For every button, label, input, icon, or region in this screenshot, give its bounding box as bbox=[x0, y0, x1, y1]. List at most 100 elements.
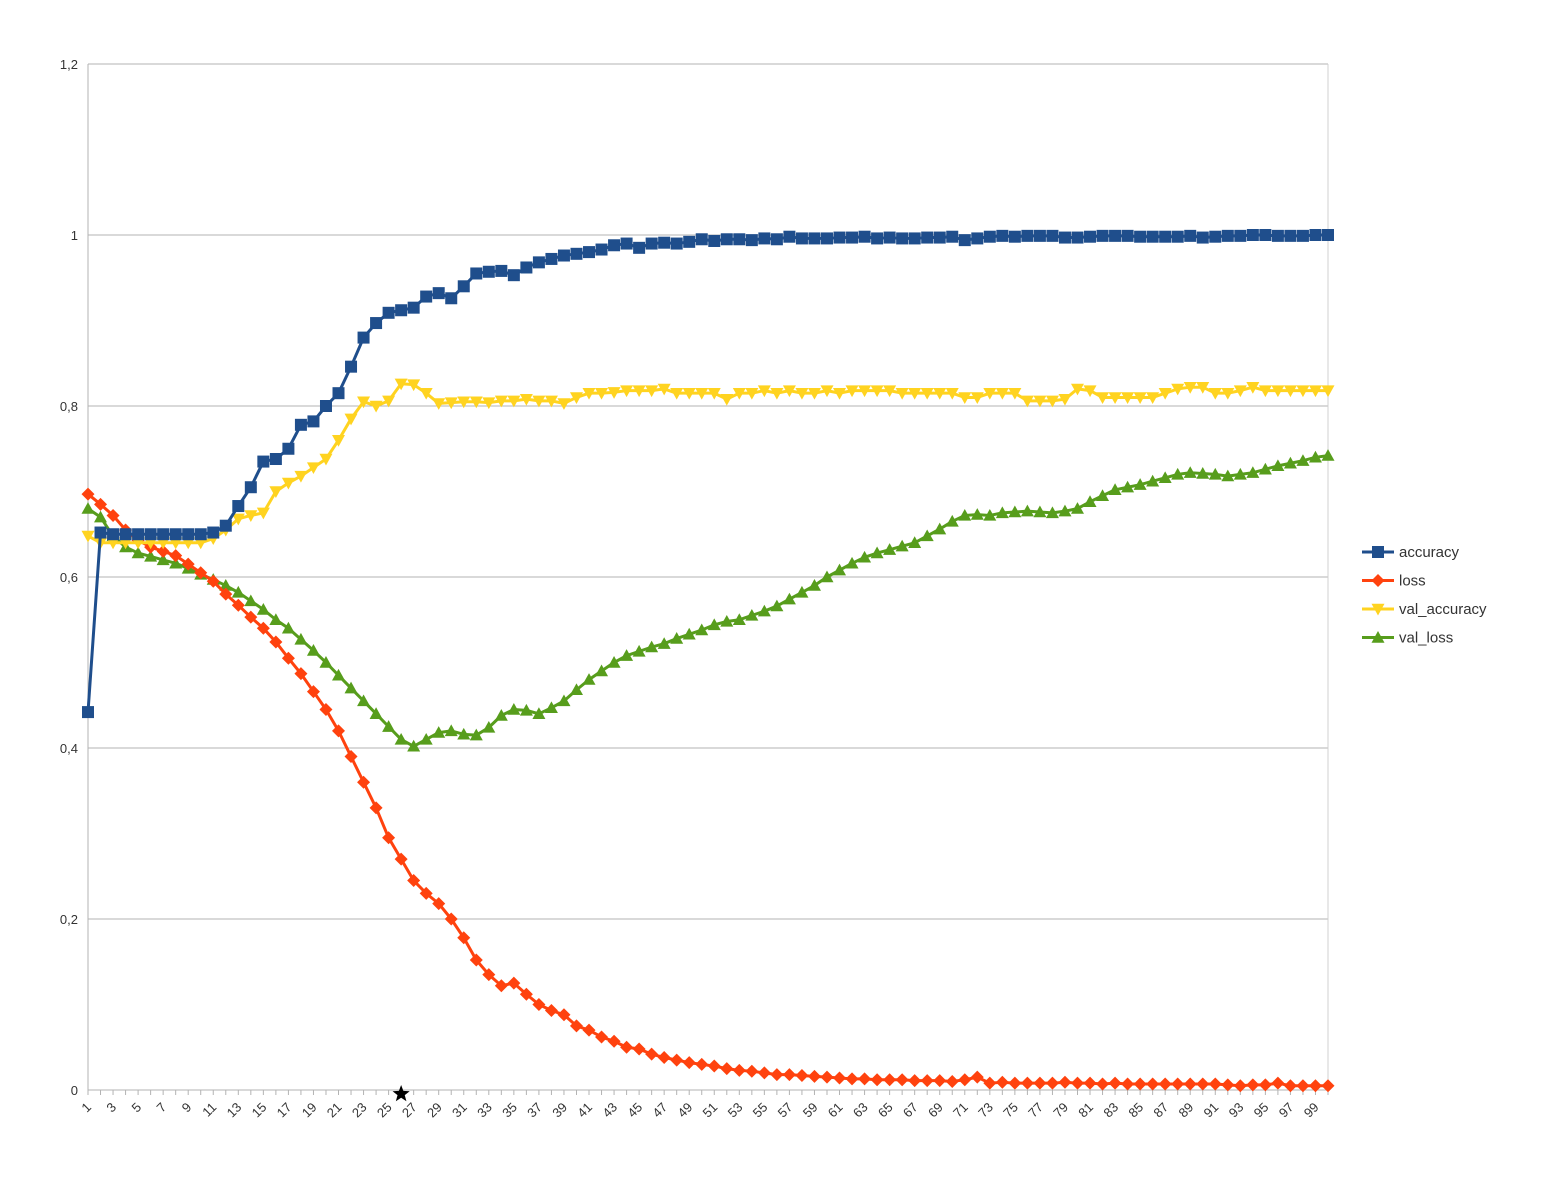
data-point-loss bbox=[206, 574, 220, 588]
data-point-accuracy bbox=[1071, 231, 1084, 244]
x-tick-label: 31 bbox=[449, 1100, 470, 1121]
x-tick-label: 17 bbox=[274, 1100, 295, 1121]
data-point-val-loss bbox=[519, 703, 533, 716]
data-point-val-accuracy bbox=[833, 387, 847, 400]
data-point-val-loss bbox=[1308, 450, 1322, 463]
x-tick-label: 19 bbox=[299, 1100, 320, 1121]
data-point-val-accuracy bbox=[269, 486, 283, 498]
data-point-loss bbox=[858, 1072, 872, 1086]
data-point-val-accuracy bbox=[407, 379, 421, 392]
data-point-val-accuracy bbox=[720, 393, 734, 406]
y-tick-label: 0,8 bbox=[60, 399, 78, 414]
data-point-loss bbox=[707, 1059, 721, 1073]
data-point-loss bbox=[1296, 1079, 1310, 1093]
data-point-val-loss bbox=[1271, 459, 1285, 472]
x-tick-label: 65 bbox=[875, 1100, 896, 1121]
data-point-val-loss bbox=[457, 727, 471, 740]
data-point-val-accuracy bbox=[357, 396, 371, 409]
x-tick-label: 21 bbox=[324, 1100, 345, 1121]
x-tick-label: 1 bbox=[78, 1100, 94, 1116]
data-point-val-accuracy bbox=[795, 387, 809, 400]
data-point-val-loss bbox=[344, 681, 358, 694]
data-point-val-accuracy bbox=[582, 387, 596, 400]
data-point-val-accuracy bbox=[1171, 383, 1185, 396]
data-point-val-loss bbox=[595, 664, 609, 677]
data-point-val-accuracy bbox=[632, 385, 646, 398]
data-point-accuracy bbox=[1209, 230, 1222, 243]
data-point-loss bbox=[244, 610, 258, 624]
data-point-loss bbox=[494, 979, 508, 993]
data-point-val-accuracy bbox=[181, 537, 195, 550]
data-point-val-loss bbox=[306, 644, 320, 656]
data-point-accuracy bbox=[294, 418, 307, 431]
x-tick-label: 73 bbox=[975, 1100, 996, 1121]
data-point-val-loss bbox=[983, 508, 997, 521]
x-tick-label: 55 bbox=[750, 1100, 771, 1121]
x-tick-label: 93 bbox=[1226, 1100, 1247, 1121]
data-point-val-accuracy bbox=[1146, 392, 1160, 404]
x-tick-label: 41 bbox=[574, 1100, 595, 1121]
data-point-val-accuracy bbox=[394, 378, 408, 391]
data-point-val-accuracy bbox=[1058, 393, 1072, 406]
data-point-loss bbox=[908, 1074, 922, 1088]
data-point-val-accuracy bbox=[119, 537, 133, 550]
data-point-loss bbox=[833, 1071, 847, 1085]
data-point-accuracy bbox=[144, 528, 157, 541]
data-point-accuracy bbox=[94, 526, 107, 539]
data-point-val-loss bbox=[757, 604, 771, 617]
data-point-accuracy bbox=[370, 317, 383, 330]
data-point-accuracy bbox=[633, 241, 646, 254]
data-point-val-loss bbox=[833, 563, 847, 576]
data-point-val-accuracy bbox=[707, 387, 721, 400]
data-point-val-accuracy bbox=[970, 392, 984, 404]
data-point-loss bbox=[1208, 1077, 1222, 1091]
data-point-val-loss bbox=[1008, 505, 1022, 518]
data-point-accuracy bbox=[1058, 231, 1071, 244]
data-point-val-loss bbox=[782, 592, 796, 605]
data-point-loss bbox=[1146, 1077, 1160, 1091]
x-tick-label: 47 bbox=[649, 1100, 670, 1121]
data-point-val-accuracy bbox=[933, 387, 947, 400]
data-point-accuracy bbox=[407, 301, 420, 314]
data-point-val-accuracy bbox=[1121, 392, 1135, 404]
data-point-val-accuracy bbox=[332, 435, 346, 447]
data-point-val-loss bbox=[1146, 474, 1160, 487]
data-point-val-loss bbox=[281, 621, 295, 634]
data-point-val-accuracy bbox=[344, 413, 358, 426]
data-point-val-loss bbox=[532, 707, 546, 719]
data-point-accuracy bbox=[908, 232, 921, 245]
data-point-val-loss bbox=[820, 570, 834, 583]
data-point-accuracy bbox=[1246, 229, 1259, 241]
data-point-accuracy bbox=[670, 237, 683, 250]
data-point-loss bbox=[469, 953, 483, 967]
data-point-accuracy bbox=[194, 528, 207, 541]
data-point-val-loss bbox=[1108, 483, 1122, 495]
data-point-accuracy bbox=[858, 230, 871, 243]
y-tick-label: 1,2 bbox=[60, 57, 78, 72]
x-tick-label: 29 bbox=[424, 1100, 445, 1121]
data-point-val-accuracy bbox=[444, 397, 458, 410]
data-point-val-loss bbox=[494, 709, 508, 721]
data-point-loss bbox=[256, 621, 270, 635]
data-point-loss bbox=[344, 750, 358, 764]
x-tick-label: 85 bbox=[1125, 1100, 1146, 1121]
data-point-loss bbox=[1058, 1075, 1072, 1089]
data-point-accuracy bbox=[783, 230, 796, 243]
data-point-loss bbox=[407, 874, 421, 888]
data-point-loss bbox=[807, 1069, 821, 1083]
x-tick-label: 97 bbox=[1276, 1100, 1297, 1121]
data-point-val-loss bbox=[1233, 467, 1247, 480]
data-point-loss bbox=[920, 1074, 934, 1088]
x-tick-label: 63 bbox=[850, 1100, 871, 1121]
x-tick-label: 39 bbox=[549, 1100, 570, 1121]
data-point-val-accuracy bbox=[682, 387, 696, 400]
x-tick-label: 95 bbox=[1251, 1100, 1272, 1121]
data-point-accuracy bbox=[345, 360, 358, 373]
data-point-val-accuracy bbox=[732, 387, 746, 400]
data-point-val-accuracy bbox=[507, 395, 521, 408]
data-point-val-accuracy bbox=[670, 387, 684, 400]
data-point-val-loss bbox=[81, 502, 95, 514]
data-point-loss bbox=[983, 1076, 997, 1090]
data-point-val-accuracy bbox=[256, 507, 270, 520]
